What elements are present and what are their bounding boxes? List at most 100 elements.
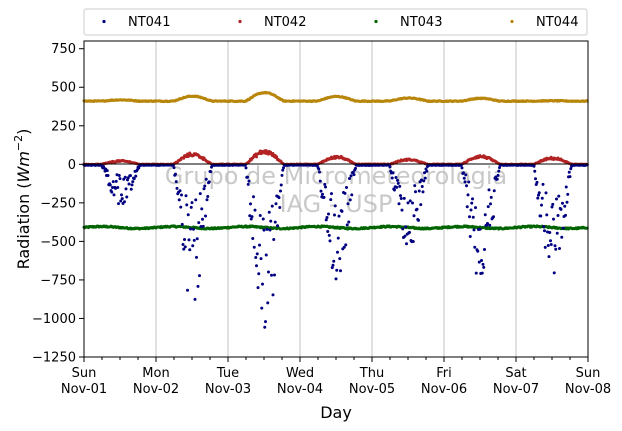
nt041-point	[406, 201, 410, 205]
legend-label: NT044	[536, 15, 578, 30]
nt041-point	[417, 189, 421, 193]
nt041-point	[563, 204, 567, 208]
nt041-point	[130, 183, 134, 187]
nt041-point	[118, 177, 122, 181]
nt041-point	[110, 190, 114, 194]
nt041-point	[395, 185, 399, 189]
nt041-point	[467, 180, 471, 184]
nt041-point	[267, 270, 270, 274]
nt041-point	[258, 213, 262, 217]
nt042-point	[255, 155, 258, 159]
nt041-point	[252, 195, 255, 199]
x-tick-label-day: Tue	[216, 366, 239, 381]
nt041-point	[543, 229, 546, 233]
nt041-point	[190, 201, 194, 205]
nt041-point	[401, 227, 405, 231]
nt041-point	[569, 167, 573, 171]
y-tick-label: 250	[51, 119, 76, 134]
nt041-point	[254, 256, 258, 260]
x-tick-label-day: Fri	[436, 366, 452, 381]
nt041-point	[397, 202, 401, 206]
nt041-point	[119, 199, 123, 203]
legend-marker	[510, 19, 514, 24]
nt041-point	[411, 201, 414, 205]
nt041-point	[423, 176, 427, 180]
nt041-point	[329, 198, 333, 202]
nt041-point	[123, 200, 126, 204]
nt041-point	[561, 201, 564, 205]
nt041-point	[250, 215, 254, 219]
nt041-point	[340, 209, 344, 213]
nt041-point	[279, 189, 282, 193]
nt041-point	[478, 227, 482, 231]
nt041-point	[111, 180, 115, 184]
nt041-point	[261, 282, 264, 286]
nt041-point	[390, 176, 394, 180]
nt041-point	[120, 197, 124, 201]
nt041-point	[411, 240, 415, 244]
nt041-point	[127, 182, 131, 186]
nt041-point	[464, 173, 468, 177]
nt041-point	[276, 224, 279, 228]
nt041-point	[204, 214, 207, 218]
nt041-point	[197, 221, 201, 225]
nt041-point	[417, 218, 420, 222]
nt041-point	[348, 176, 351, 180]
nt041-point	[264, 320, 267, 324]
nt041-point	[466, 193, 470, 197]
nt041-point	[270, 204, 274, 208]
nt041-point	[251, 236, 255, 240]
legend-label: NT043	[400, 15, 442, 30]
nt041-point	[279, 183, 283, 187]
nt041-point	[331, 263, 335, 267]
nt041-point	[347, 220, 351, 224]
nt041-point	[536, 196, 540, 200]
y-tick-label: 0	[68, 158, 76, 173]
nt041-point	[248, 214, 252, 218]
nt041-point	[470, 201, 474, 205]
nt041-point	[201, 217, 204, 221]
nt041-point	[280, 173, 284, 177]
nt041-point	[182, 247, 186, 251]
nt041-point	[551, 202, 555, 206]
nt041-point	[539, 214, 543, 218]
nt041-point	[400, 208, 404, 212]
nt041-point	[262, 228, 266, 232]
nt041-point	[106, 173, 110, 177]
nt041-point	[117, 202, 120, 206]
nt041-point	[201, 224, 205, 228]
nt041-point	[322, 195, 326, 199]
watermark: Grupo de Micrometeorologia IAG - USP	[165, 162, 507, 218]
nt041-point	[462, 171, 465, 175]
x-axis-label: Day	[320, 403, 352, 422]
y-tick-label: −250	[40, 196, 76, 211]
nt041-point	[115, 173, 119, 177]
nt041-point	[272, 237, 276, 241]
nt041-point	[188, 248, 192, 252]
nt041-point	[318, 170, 321, 174]
x-tick-label-date: Nov-06	[421, 382, 467, 397]
nt041-point	[348, 198, 352, 202]
nt041-point	[174, 172, 177, 176]
nt041-point	[134, 174, 138, 178]
nt041-point	[546, 230, 549, 234]
nt041-point	[200, 207, 204, 211]
nt041-point	[274, 202, 278, 206]
nt041-point	[324, 218, 328, 222]
nt041-point	[111, 185, 114, 189]
plot-area: Grupo de Micrometeorologia IAG - USP	[82, 40, 589, 358]
nt041-point	[323, 182, 327, 186]
nt041-point	[174, 180, 178, 184]
legend-marker	[238, 19, 242, 24]
nt041-point	[546, 244, 550, 248]
nt041-point	[408, 199, 412, 203]
nt041-point	[317, 167, 321, 171]
nt041-point	[105, 169, 109, 173]
nt041-point	[352, 173, 356, 177]
nt041-point	[412, 214, 416, 218]
x-tick-label-day: Wed	[286, 366, 314, 381]
x-tick-label-day: Mon	[142, 366, 169, 381]
nt041-point	[338, 257, 342, 261]
nt041-point	[192, 227, 195, 231]
nt041-point	[552, 271, 556, 275]
